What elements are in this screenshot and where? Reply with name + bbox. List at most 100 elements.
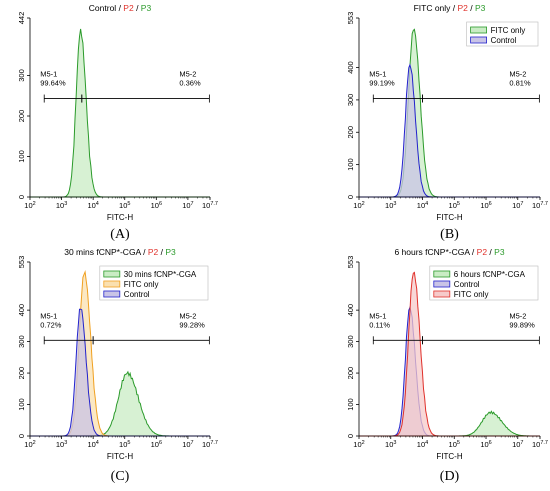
y-tick-label: 100 <box>17 150 26 163</box>
histogram-series <box>359 28 540 198</box>
x-axis-label: FITC-H <box>436 213 462 222</box>
x-tick-label: 103 <box>56 440 67 449</box>
x-tick-base: 10 <box>480 440 488 449</box>
y-tick-label: 553 <box>346 256 355 269</box>
x-tick-base: 10 <box>532 201 540 210</box>
x-tick-label: 106 <box>480 201 491 210</box>
y-tick-label: 100 <box>346 398 355 411</box>
gate-percent: 99.28% <box>179 320 205 329</box>
y-tick-label: 0 <box>17 434 26 438</box>
title-sample: 30 mins fCNP*-CGA <box>64 247 141 257</box>
x-tick-base: 10 <box>202 440 210 449</box>
gate-name: M5-1 <box>40 70 57 79</box>
panel-label: (A) <box>110 227 130 242</box>
x-tick-exponent: 6 <box>159 201 162 207</box>
gate-percent: 99.89% <box>509 320 535 329</box>
x-tick-exponent: 2 <box>33 201 36 207</box>
y-tick-label: 0 <box>346 195 355 199</box>
gate-percent: 99.19% <box>369 79 395 88</box>
title-sep: / <box>158 247 165 257</box>
x-tick-exponent: 3 <box>393 440 396 446</box>
x-tick-base: 10 <box>353 440 361 449</box>
x-tick-label: 104 <box>87 201 98 210</box>
x-axis-label: FITC-H <box>436 452 462 461</box>
x-tick-exponent: 3 <box>64 201 67 207</box>
x-tick-label: 107.7 <box>532 440 548 449</box>
x-tick-base: 10 <box>119 201 127 210</box>
x-tick-label: 105 <box>449 201 460 210</box>
histogram-series <box>30 370 210 437</box>
x-tick-label: 104 <box>417 201 428 210</box>
x-tick-base: 10 <box>417 201 425 210</box>
title-gate-p3: P3 <box>165 247 176 257</box>
y-tick-label: 442 <box>17 12 26 25</box>
y-tick-label: 300 <box>17 69 26 82</box>
title-sep: / <box>470 247 477 257</box>
x-tick-exponent: 4 <box>96 440 99 446</box>
x-tick-exponent: 3 <box>64 440 67 446</box>
x-tick-label: 103 <box>56 201 67 210</box>
y-tick-label: 200 <box>346 126 355 139</box>
legend-swatch <box>103 270 121 278</box>
x-tick-label: 102 <box>353 201 364 210</box>
title-gate-p3: P3 <box>494 247 505 257</box>
title-gate-p2: P2 <box>477 247 488 257</box>
x-tick-base: 10 <box>56 201 64 210</box>
x-tick-base: 10 <box>182 440 190 449</box>
x-tick-exponent: 7 <box>520 201 523 207</box>
x-axis-label: FITC-H <box>107 452 133 461</box>
x-tick-base: 10 <box>24 201 32 210</box>
x-tick-exponent: 2 <box>362 440 365 446</box>
y-tick-label: 0 <box>346 434 355 438</box>
panel-d: 6 hours fCNP*-CGA / P2 / P3 0 100 200 300 400… <box>346 247 548 484</box>
x-tick-label: 107 <box>182 440 193 449</box>
gate-name: M5-2 <box>509 311 526 320</box>
panel-label: (B) <box>440 227 459 242</box>
x-tick-label: 104 <box>87 440 98 449</box>
x-axis-label: FITC-H <box>107 213 133 222</box>
legend-label: 30 mins fCNP*-CGA <box>124 270 197 279</box>
gate-percent: 0.81% <box>509 79 531 88</box>
x-tick-label: 106 <box>151 201 162 210</box>
x-tick-exponent: 4 <box>425 201 428 207</box>
x-tick-base: 10 <box>449 201 457 210</box>
legend-swatch <box>470 26 488 34</box>
axis-frame <box>29 18 210 198</box>
legend-swatch <box>433 290 451 298</box>
x-tick-base: 10 <box>202 201 210 210</box>
gate-percent: 0.11% <box>369 320 390 329</box>
y-tick-label: 400 <box>17 304 26 317</box>
x-tick-label: 107 <box>512 440 523 449</box>
title-sep: / <box>468 3 475 13</box>
legend-swatch <box>103 280 121 288</box>
x-tick-base: 10 <box>151 201 159 210</box>
y-tick-label: 300 <box>346 94 355 107</box>
x-tick-exponent: 7.7 <box>540 440 548 446</box>
title-sample: FITC only <box>414 3 452 13</box>
legend-swatch <box>433 280 451 288</box>
x-tick-label: 105 <box>449 440 460 449</box>
y-tick-label: 300 <box>346 335 355 348</box>
y-tick-label: 100 <box>346 158 355 171</box>
legend-label: FITC only <box>454 290 489 299</box>
y-tick-label: 400 <box>346 304 355 317</box>
x-tick-exponent: 7 <box>520 440 523 446</box>
x-tick-base: 10 <box>512 201 520 210</box>
legend-label: FITC only <box>124 280 159 289</box>
x-tick-label: 103 <box>385 440 396 449</box>
x-tick-label: 102 <box>24 201 35 210</box>
x-tick-exponent: 4 <box>425 440 428 446</box>
x-tick-exponent: 5 <box>127 440 130 446</box>
legend-label: 6 hours fCNP*-CGA <box>454 270 526 279</box>
x-tick-label: 103 <box>385 201 396 210</box>
x-tick-exponent: 7 <box>191 201 194 207</box>
x-tick-exponent: 6 <box>489 440 492 446</box>
x-tick-label: 102 <box>24 440 35 449</box>
y-tick-label: 100 <box>17 398 26 411</box>
x-tick-base: 10 <box>512 440 520 449</box>
y-tick-label: 200 <box>346 367 355 380</box>
legend-label: Control <box>491 36 517 45</box>
legend-label: Control <box>454 280 480 289</box>
